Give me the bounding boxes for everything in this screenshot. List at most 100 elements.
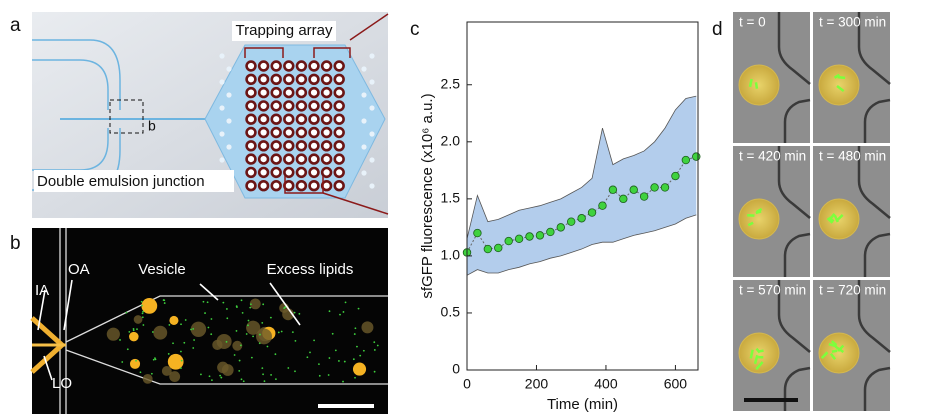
pillar [369, 157, 375, 163]
vesicle [352, 362, 367, 376]
trap [283, 73, 295, 86]
data-point [504, 236, 513, 246]
pillar [219, 53, 225, 59]
trap [283, 60, 295, 72]
trap [295, 100, 308, 112]
filament [820, 351, 829, 359]
vesicle [142, 373, 153, 384]
trap-wall [857, 146, 891, 277]
pillar [369, 131, 375, 137]
timepoint-label: t = 720 min [819, 283, 886, 298]
trap-wall [857, 280, 891, 411]
lipid-dot [119, 339, 121, 341]
lipid-dot [142, 324, 145, 326]
annotation: b [148, 118, 156, 134]
pillar [361, 92, 367, 98]
lipid-dot [238, 369, 241, 372]
vesicle [167, 353, 184, 370]
trap [257, 86, 270, 99]
vesicle [129, 358, 141, 369]
trap [320, 166, 333, 179]
trap [308, 140, 320, 152]
lipid-dot [373, 349, 376, 351]
vesicle [256, 328, 272, 345]
trap [333, 100, 345, 112]
channel [32, 128, 109, 171]
trap [295, 113, 308, 125]
y-tick-label: 0.5 [441, 304, 461, 320]
trap [308, 126, 320, 139]
lipid-dot [219, 374, 222, 377]
band [467, 96, 697, 276]
vesicle [153, 325, 168, 340]
lipid-dot [283, 307, 286, 310]
trap [270, 153, 282, 165]
trap-wall [857, 12, 891, 143]
scale-bar [318, 404, 374, 408]
trap [308, 180, 320, 192]
data-point [577, 214, 586, 223]
lipid-dot [359, 354, 362, 357]
trap [333, 60, 345, 72]
vesicle [169, 315, 179, 325]
lipid-dot [193, 339, 195, 341]
lipid-dot [190, 328, 192, 331]
panel-label: c [410, 19, 420, 40]
vesicle [818, 64, 860, 106]
data-point [473, 228, 482, 238]
arrow [37, 279, 301, 381]
vesicle [818, 332, 860, 374]
lipid-dot [344, 301, 347, 304]
pillar [226, 144, 232, 150]
data-point [619, 194, 628, 204]
lipid-dot [342, 311, 345, 313]
trap [295, 153, 308, 165]
y-tick-label: 1.5 [441, 190, 461, 206]
timepoint-label: t = 300 min [819, 15, 886, 30]
data-point [692, 152, 701, 161]
trap-wall [777, 280, 811, 411]
trap [320, 100, 333, 112]
annotation: Vesicle [138, 261, 186, 278]
data-point [567, 217, 576, 226]
lipid-dot [180, 323, 182, 326]
lipid-dot [373, 341, 376, 344]
lipid-dot [141, 316, 144, 319]
filament [837, 75, 846, 80]
trap [257, 180, 270, 192]
trap [283, 126, 295, 139]
vesicle [738, 64, 780, 106]
lipid-dot [262, 303, 265, 306]
lipid-dot [238, 359, 241, 362]
vesicle [212, 339, 223, 351]
trap [333, 126, 345, 139]
panel-label: b [10, 233, 21, 254]
trap [245, 166, 257, 179]
lipid-dot [172, 342, 174, 345]
trap [320, 126, 333, 139]
trap [320, 140, 333, 152]
lipid-dot [135, 359, 137, 362]
data-point [660, 183, 670, 192]
inset-box [109, 99, 144, 134]
vesicle [249, 298, 261, 310]
vesicle [190, 321, 207, 338]
lipid-dot [252, 335, 254, 338]
trap [270, 166, 282, 179]
trap [257, 166, 270, 179]
lipid-dot [318, 374, 321, 377]
x-tick-label: 400 [594, 376, 618, 392]
vesicle [161, 366, 172, 376]
lipid-dot [338, 360, 340, 362]
trap [320, 153, 333, 165]
lipid-dot [235, 330, 238, 332]
lipid-dot [192, 328, 195, 330]
filament [828, 216, 835, 223]
lipid-dot [342, 380, 344, 383]
trap [295, 180, 308, 192]
trap [320, 113, 333, 125]
trap [257, 140, 270, 152]
trap [270, 126, 282, 139]
timepoint-label: t = 0 [739, 15, 766, 30]
vesicle [106, 327, 120, 341]
